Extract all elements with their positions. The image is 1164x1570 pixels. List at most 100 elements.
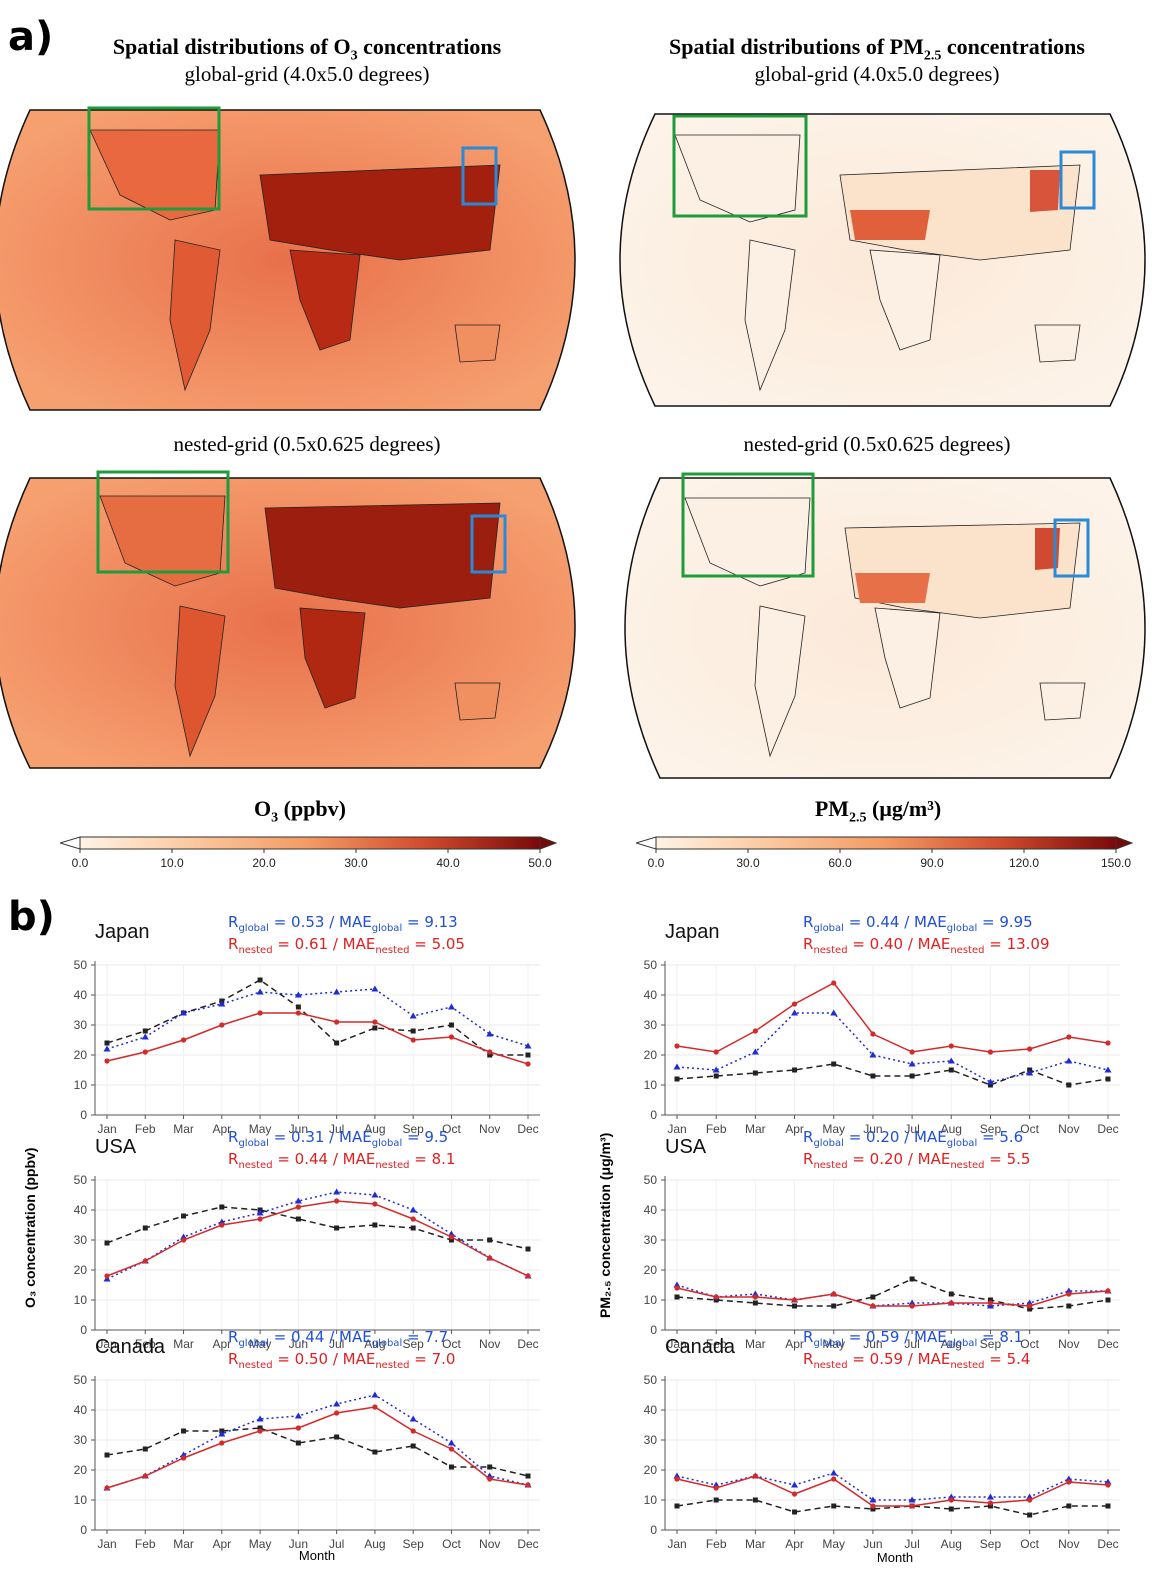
- point-nested: [180, 1037, 187, 1043]
- point-global: [447, 1230, 455, 1237]
- point-observed: [1066, 1303, 1072, 1309]
- pm-colorbar-tick-label: 90.0: [920, 856, 944, 870]
- point-observed: [948, 1291, 954, 1297]
- point-global: [1026, 1299, 1034, 1306]
- x-tick-label: May: [249, 1537, 272, 1551]
- point-observed: [295, 1440, 301, 1446]
- o3-global-map: [0, 106, 576, 411]
- panel-label-b: b): [8, 894, 55, 940]
- o3-colorbar: 0.0 10.0 20.0 30.0 40.0 50.0: [60, 836, 558, 870]
- point-observed: [987, 1082, 993, 1088]
- point-observed: [674, 1076, 680, 1082]
- point-observed: [448, 1464, 454, 1470]
- stat-nested-usa: Rnested = 0.20 / MAEnested = 5.5: [803, 1150, 1031, 1171]
- point-observed: [334, 1225, 340, 1231]
- y-tick-label: 10: [74, 1078, 88, 1092]
- x-tick-label: Nov: [479, 1537, 500, 1551]
- pm-colorbar-tick-label: 30.0: [736, 856, 760, 870]
- point-nested: [219, 1022, 225, 1028]
- x-tick-label: Mar: [173, 1122, 194, 1136]
- x-tick-label: Apr: [212, 1337, 231, 1351]
- point-global: [333, 988, 341, 995]
- x-tick-label: Mar: [745, 1537, 766, 1551]
- x-tick-label: Dec: [517, 1122, 538, 1136]
- o3-nested-africa-shape: [299, 607, 366, 709]
- point-nested: [104, 1273, 110, 1279]
- point-nested: [410, 1216, 416, 1222]
- o3-colorbar-tick-label: 30.0: [344, 856, 368, 870]
- x-tick-label: Jun: [863, 1537, 882, 1551]
- pm-nested-japan-box: [1053, 518, 1090, 578]
- series-line-global: [106, 988, 529, 1050]
- y-tick-label: 20: [644, 1048, 658, 1062]
- x-tick-label: Nov: [479, 1122, 500, 1136]
- point-nested: [334, 1410, 340, 1416]
- pm-global-usa-box: [672, 114, 808, 218]
- x-tick-label: Jul: [904, 1537, 919, 1551]
- point-nested: [1105, 1040, 1111, 1046]
- point-nested: [831, 1476, 837, 1482]
- x-tick-label: Apr: [785, 1337, 804, 1351]
- x-tick-label: Oct: [442, 1537, 461, 1551]
- point-global: [1104, 1478, 1112, 1485]
- x-tick-label: May: [822, 1337, 845, 1351]
- point-nested: [870, 1503, 876, 1509]
- point-nested: [713, 1485, 719, 1491]
- series-line-global: [676, 1472, 1109, 1501]
- point-global: [1026, 1493, 1034, 1500]
- chart-usa-pm25: 0 10 20 30 40 50 Jan Feb Mar Apr May Jun Jul Aug Sep Oc…: [644, 1173, 1120, 1351]
- x-tick-label: Sep: [980, 1122, 1002, 1136]
- point-nested: [1066, 1034, 1072, 1040]
- series-line-global: [106, 1394, 529, 1489]
- point-nested: [1066, 1291, 1072, 1297]
- point-nested: [487, 1476, 493, 1482]
- point-global: [986, 1493, 994, 1500]
- point-observed: [410, 1225, 416, 1231]
- stat-nested-canada: Rnested = 0.50 / MAEnested = 7.0: [228, 1350, 456, 1371]
- x-tick-label: Jan: [97, 1537, 116, 1551]
- x-tick-label: Feb: [135, 1537, 156, 1551]
- series-line-global: [676, 1012, 1109, 1083]
- point-observed: [142, 1225, 148, 1231]
- point-observed: [674, 1294, 680, 1300]
- stat-global-canada: Rglobal = 0.59 / MAEglobal = 8.1: [803, 1328, 1024, 1349]
- point-nested: [334, 1019, 340, 1025]
- x-tick-label: Aug: [364, 1337, 385, 1351]
- point-observed: [372, 1222, 378, 1228]
- point-observed: [448, 1237, 454, 1243]
- x-tick-label: Jun: [289, 1337, 308, 1351]
- pm-x-axis-label: Month: [876, 1550, 914, 1565]
- region-label-canada: Canada: [95, 1336, 166, 1358]
- y-tick-label: 10: [644, 1078, 658, 1092]
- x-tick-label: Jun: [863, 1122, 882, 1136]
- point-global: [256, 1209, 264, 1216]
- point-observed: [1027, 1512, 1033, 1518]
- x-tick-label: Sep: [403, 1537, 425, 1551]
- o3-nested-grid-label: nested-grid (0.5x0.625 degrees): [173, 432, 441, 456]
- point-nested: [257, 1428, 263, 1434]
- x-tick-label: Oct: [1020, 1337, 1039, 1351]
- x-tick-label: Apr: [212, 1122, 231, 1136]
- pm-nested-sahara-hotspot: [855, 573, 930, 603]
- region-label-japan: Japan: [95, 921, 150, 943]
- point-nested: [752, 1294, 758, 1300]
- point-nested: [987, 1500, 994, 1506]
- point-nested: [1105, 1288, 1111, 1294]
- point-observed: [487, 1464, 493, 1470]
- point-nested: [674, 1043, 680, 1049]
- point-observed: [831, 1061, 837, 1067]
- y-tick-label: 50: [74, 958, 88, 972]
- x-tick-label: Jul: [329, 1537, 344, 1551]
- point-nested: [487, 1049, 493, 1055]
- x-tick-label: Jun: [863, 1337, 882, 1351]
- point-global: [294, 1197, 302, 1204]
- point-observed: [831, 1503, 837, 1509]
- point-nested: [713, 1294, 719, 1300]
- point-nested: [257, 1216, 263, 1222]
- point-nested: [1027, 1303, 1033, 1309]
- pm-colorbar: 0.0 30.0 60.0 90.0 120.0 150.0: [636, 836, 1134, 870]
- point-global: [1065, 1475, 1073, 1482]
- point-nested: [295, 1204, 301, 1210]
- point-global: [333, 1400, 341, 1407]
